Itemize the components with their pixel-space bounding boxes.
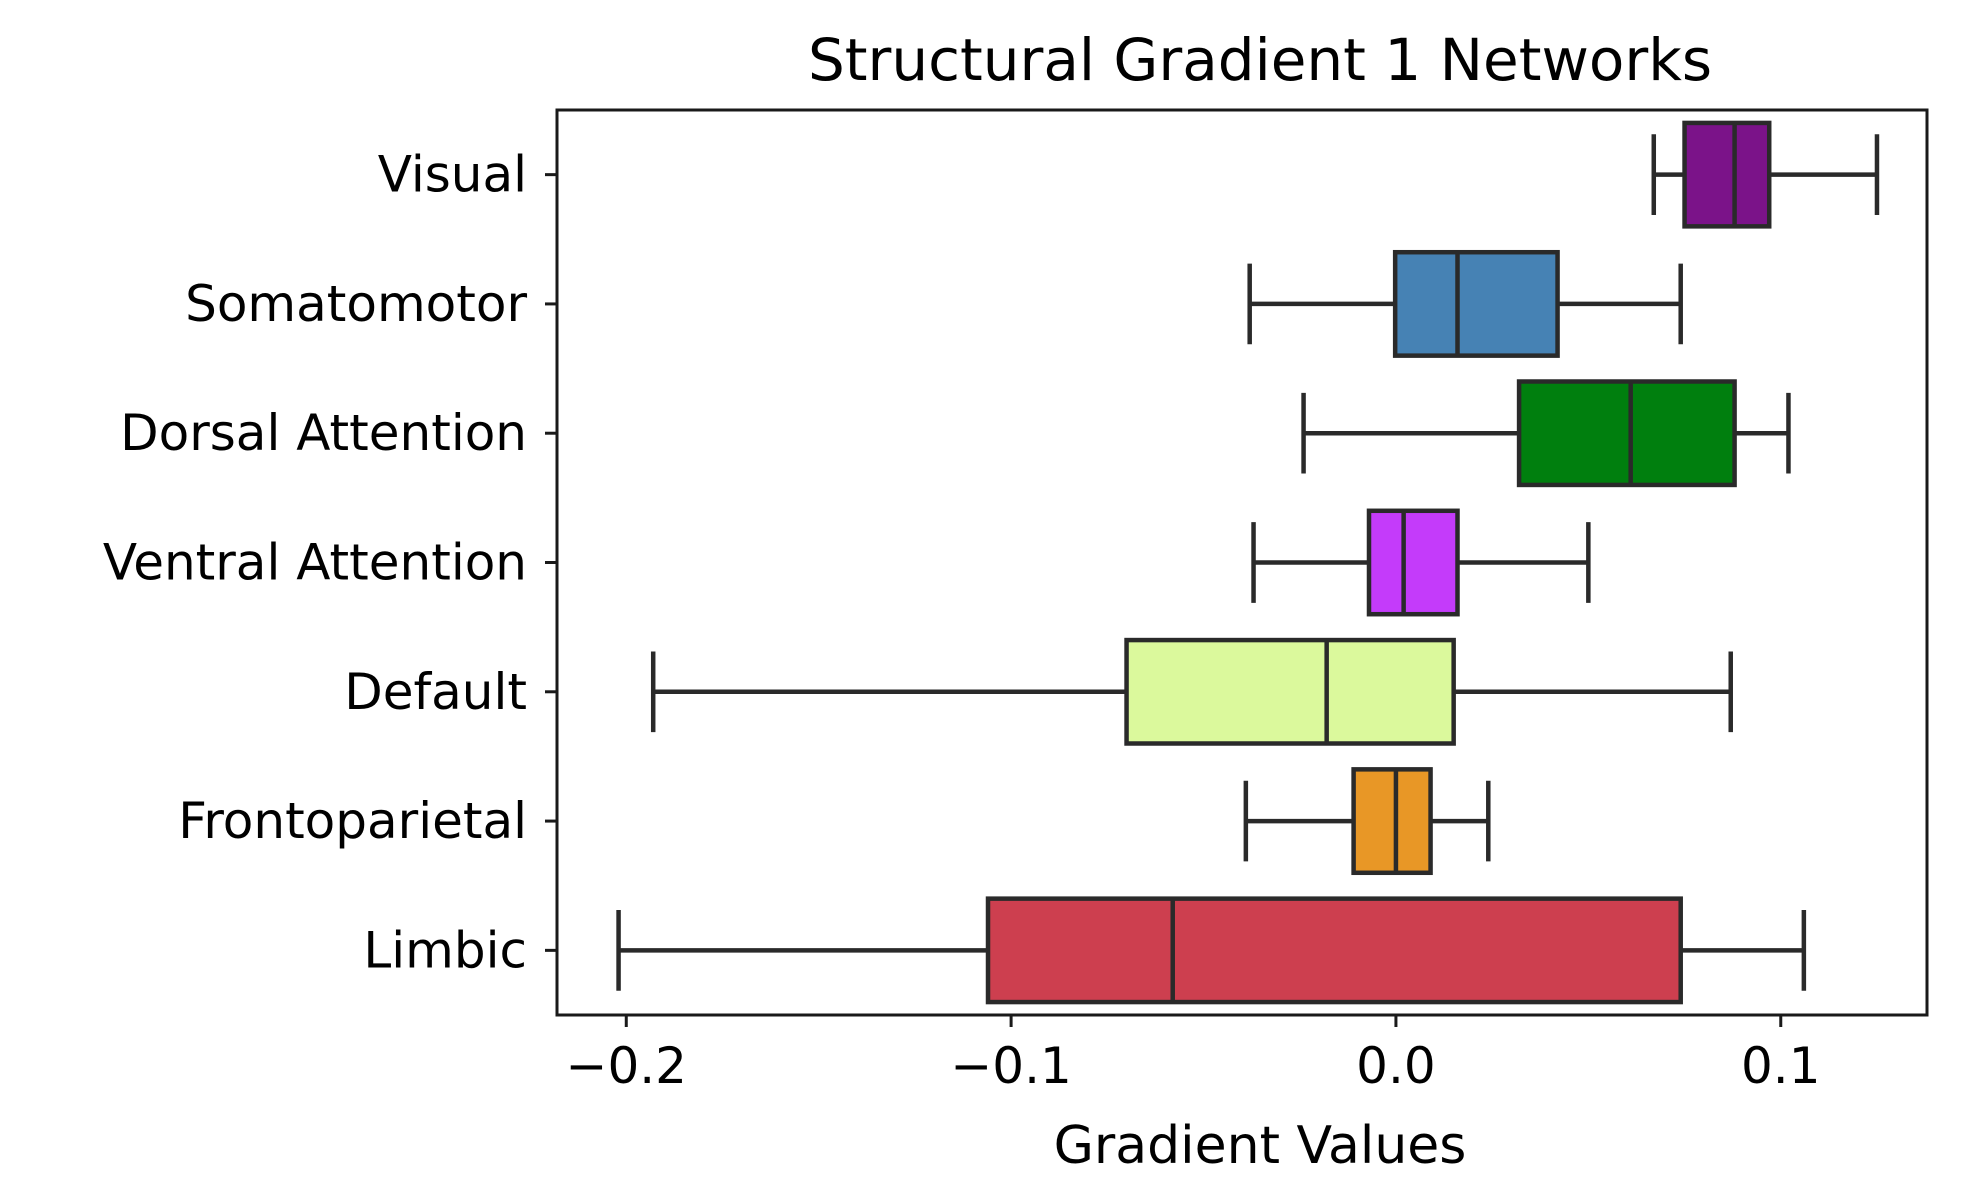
box-somatomotor <box>1247 249 1683 358</box>
box-limbic <box>616 896 1807 1005</box>
box-frontoparietal <box>1243 767 1491 876</box>
x-tick-label: −0.2 <box>566 1037 687 1095</box>
y-tick-label-visual: Visual <box>378 146 527 204</box>
y-tick-label-ventral-attention: Ventral Attention <box>103 534 527 592</box>
y-tick-label-somatomotor: Somatomotor <box>185 275 527 333</box>
plot-area-frame <box>555 108 1929 1017</box>
box-iqr <box>1682 120 1772 229</box>
box-dorsal-attention <box>1301 379 1791 488</box>
x-axis: −0.2 −0.1 0.0 0.1 <box>566 1015 1821 1095</box>
box-iqr <box>1366 508 1460 617</box>
x-axis-label: Gradient Values <box>1054 1116 1467 1176</box>
x-tick-label: 0.0 <box>1356 1037 1436 1095</box>
box-iqr <box>1516 379 1737 488</box>
box-ventral-attention <box>1251 508 1591 617</box>
chart-title: Structural Gradient 1 Networks <box>808 26 1712 94</box>
box-iqr <box>1351 767 1433 876</box>
y-tick-label-dorsal-attention: Dorsal Attention <box>120 404 527 462</box>
box-visual <box>1651 120 1880 229</box>
x-tick-label: −0.1 <box>950 1037 1071 1095</box>
box-iqr <box>985 896 1683 1005</box>
y-tick-label-default: Default <box>344 663 527 721</box>
x-tick-label: 0.1 <box>1741 1037 1821 1095</box>
box-default <box>650 637 1733 746</box>
y-tick-label-limbic: Limbic <box>363 921 527 979</box>
y-axis: Visual Somatomotor Dorsal Attention Ventral… <box>103 146 557 979</box>
boxes-layer <box>616 120 1880 1005</box>
y-tick-label-frontoparietal: Frontoparietal <box>178 792 527 850</box>
box-iqr <box>1392 249 1560 358</box>
box-iqr <box>1124 637 1456 746</box>
